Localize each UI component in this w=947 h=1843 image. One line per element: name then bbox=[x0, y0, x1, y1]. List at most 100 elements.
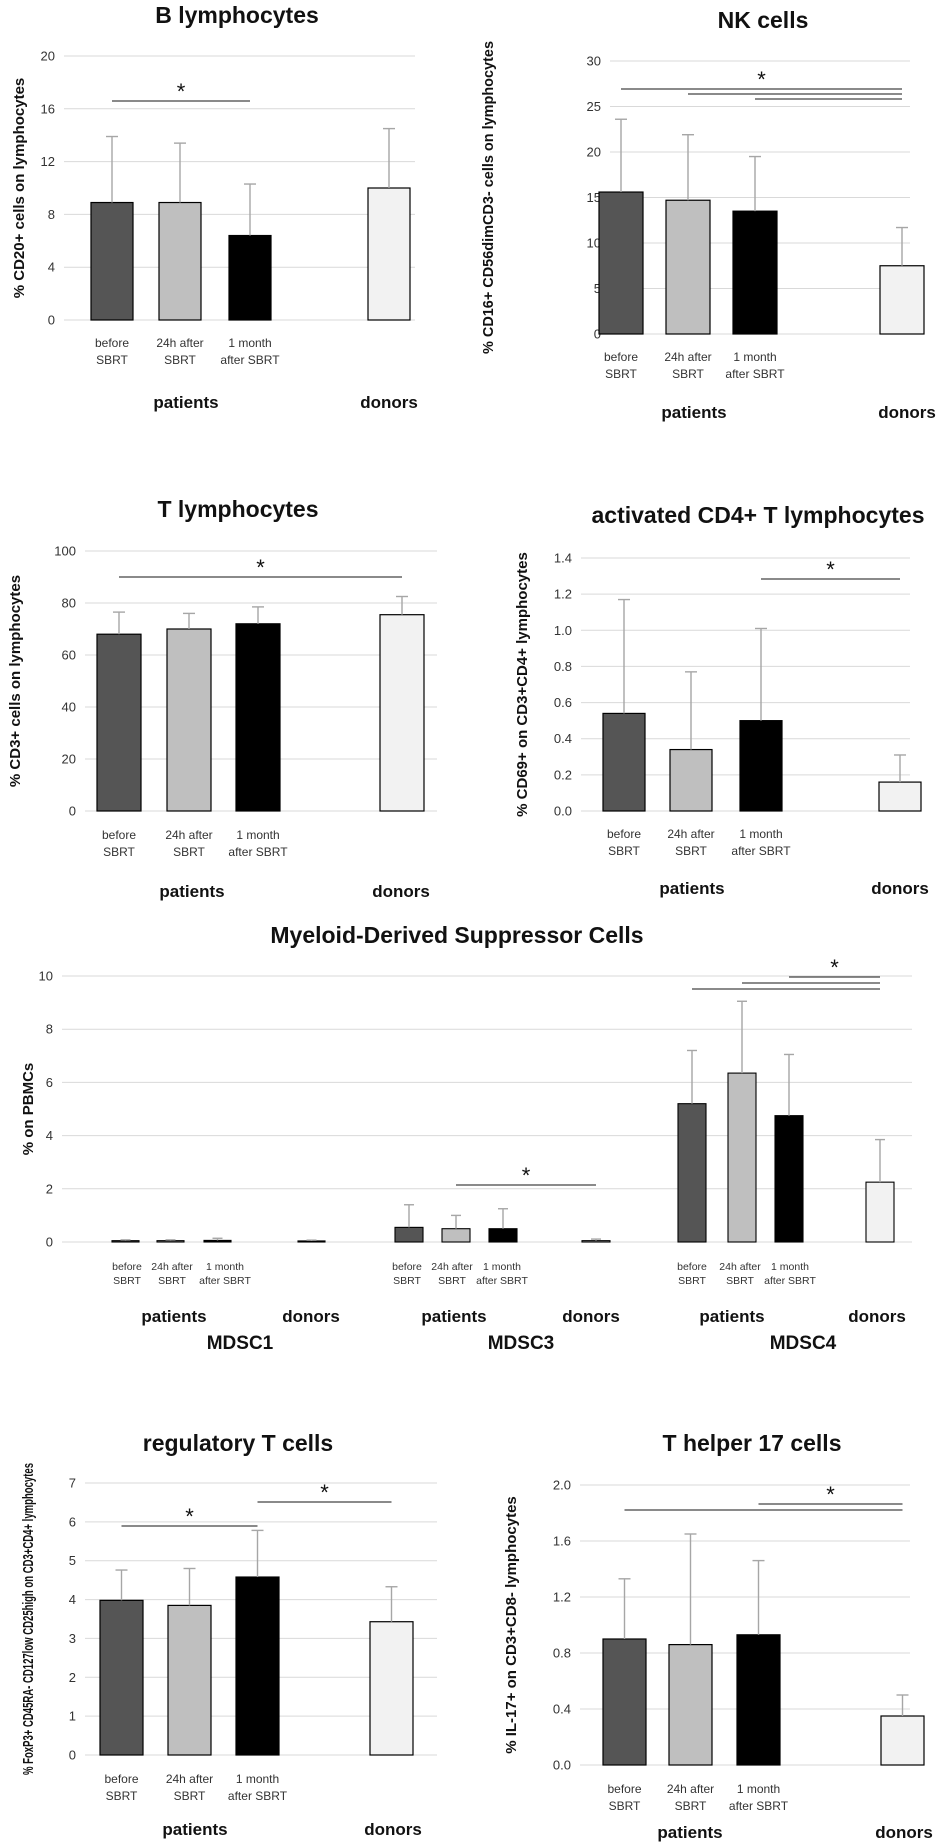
t-category-label: SBRT bbox=[173, 845, 205, 859]
b-significance-marker: * bbox=[177, 79, 186, 104]
cd4-y-tick: 1.0 bbox=[554, 623, 572, 638]
b-y-tick: 0 bbox=[48, 313, 55, 328]
nk-category-label: SBRT bbox=[672, 367, 704, 381]
mdsc-significance-marker: * bbox=[522, 1163, 531, 1188]
t-y-tick: 20 bbox=[62, 752, 76, 767]
b-group-label: donors bbox=[360, 393, 418, 412]
nk-y-tick: 0 bbox=[594, 327, 601, 342]
b-group-label: patients bbox=[153, 393, 218, 412]
b-bar-3 bbox=[367, 187, 411, 321]
nk-bar-0 bbox=[598, 191, 644, 335]
treg-category-label: SBRT bbox=[174, 1789, 206, 1803]
th17-category-label: SBRT bbox=[609, 1799, 641, 1813]
mdsc-category-label: 24h after bbox=[431, 1261, 473, 1273]
treg-significance-marker: * bbox=[320, 1480, 329, 1505]
b-y-axis-label: % CD20+ cells on lymphocytes bbox=[11, 78, 28, 299]
mdsc-mdsc4-bar-1 bbox=[727, 1072, 757, 1243]
cd4-y-tick: 0.2 bbox=[554, 767, 572, 782]
mdsc-mdsc1-bar-3 bbox=[297, 1240, 326, 1243]
t-title: T lymphocytes bbox=[157, 496, 318, 522]
mdsc-y-tick: 10 bbox=[39, 969, 53, 984]
mdsc-mdsc4-bar-2 bbox=[774, 1115, 804, 1243]
t-category-label: after SBRT bbox=[228, 845, 288, 859]
cd4-category-label: 24h after bbox=[667, 827, 714, 841]
mdsc-y-tick: 4 bbox=[46, 1128, 53, 1143]
cd4-group-label: donors bbox=[871, 879, 929, 898]
cd4-y-tick: 1.4 bbox=[554, 551, 572, 566]
treg-category-label: SBRT bbox=[106, 1789, 138, 1803]
b-y-tick: 8 bbox=[48, 207, 55, 222]
mdsc-category-label: SBRT bbox=[726, 1275, 754, 1287]
mdsc-mdsc3-bar-3 bbox=[581, 1240, 611, 1243]
t-group-label: patients bbox=[159, 882, 224, 901]
treg-bar-0 bbox=[99, 1599, 144, 1756]
th17-significance-marker: * bbox=[826, 1482, 835, 1507]
nk-category-label: before bbox=[604, 350, 638, 364]
mdsc-group-label: donors bbox=[562, 1307, 620, 1326]
th17-bar-1 bbox=[668, 1643, 713, 1766]
treg-y-tick: 2 bbox=[69, 1670, 76, 1685]
nk-significance-marker: * bbox=[757, 67, 766, 92]
cd4-y-tick: 0.4 bbox=[554, 731, 572, 746]
th17-category-label: after SBRT bbox=[729, 1799, 789, 1813]
b-bar-0 bbox=[90, 201, 134, 321]
th17-bar-3 bbox=[880, 1715, 925, 1766]
t-category-label: 1 month bbox=[236, 828, 279, 842]
cd4-category-label: SBRT bbox=[608, 844, 640, 858]
nk-title: NK cells bbox=[718, 7, 809, 33]
b-bar-1 bbox=[158, 201, 202, 321]
th17-y-axis-label: % IL-17+ on CD3+CD8- lymphocytes bbox=[503, 1496, 520, 1754]
b-bar-2 bbox=[228, 234, 272, 321]
cd4-y-tick: 0.8 bbox=[554, 659, 572, 674]
cd4-group-label: patients bbox=[659, 879, 724, 898]
treg-bar-1 bbox=[167, 1604, 212, 1756]
b-y-tick: 20 bbox=[41, 49, 55, 64]
cd4-category-label: 1 month bbox=[739, 827, 782, 841]
mdsc-group-label: patients bbox=[421, 1307, 486, 1326]
nk-category-label: after SBRT bbox=[725, 367, 785, 381]
cd4-title: activated CD4+ T lymphocytes bbox=[592, 502, 925, 528]
mdsc-mdsc1-bar-2 bbox=[203, 1239, 232, 1243]
t-y-tick: 40 bbox=[62, 700, 76, 715]
mdsc-category-label: after SBRT bbox=[199, 1275, 251, 1287]
mdsc-group-label: patients bbox=[141, 1307, 206, 1326]
b-y-tick: 4 bbox=[48, 260, 55, 275]
cd4-category-label: after SBRT bbox=[731, 844, 791, 858]
b-category-label: SBRT bbox=[164, 353, 196, 367]
cd4-bar-2 bbox=[739, 720, 783, 812]
treg-y-tick: 1 bbox=[69, 1709, 76, 1724]
th17-title: T helper 17 cells bbox=[663, 1430, 842, 1456]
nk-bar-1 bbox=[665, 199, 711, 335]
treg-y-axis-label: % FoxP3+ CD45RA- CD127low CD25high on CD… bbox=[20, 1463, 37, 1775]
mdsc-category-label: before bbox=[112, 1261, 142, 1273]
t-y-tick: 60 bbox=[62, 648, 76, 663]
th17-y-tick: 0.8 bbox=[553, 1646, 571, 1661]
nk-y-tick: 5 bbox=[594, 281, 601, 296]
b-category-label: 24h after bbox=[156, 336, 203, 350]
treg-y-tick: 0 bbox=[69, 1748, 76, 1763]
mdsc-y-tick: 6 bbox=[46, 1075, 53, 1090]
cd4-bar-0 bbox=[602, 712, 646, 812]
mdsc-mdsc3-bar-0 bbox=[394, 1226, 424, 1243]
b-category-label: 1 month bbox=[228, 336, 271, 350]
mdsc-mdsc4-bar-0 bbox=[677, 1103, 707, 1243]
t-bar-1 bbox=[166, 628, 212, 812]
mdsc-y-tick: 0 bbox=[46, 1235, 53, 1250]
treg-category-label: after SBRT bbox=[228, 1789, 288, 1803]
mdsc-category-label: 1 month bbox=[483, 1261, 521, 1273]
nk-bar-3 bbox=[879, 265, 925, 335]
treg-group-label: patients bbox=[162, 1820, 227, 1839]
mdsc-group-label: donors bbox=[848, 1307, 906, 1326]
mdsc-group-label: donors bbox=[282, 1307, 340, 1326]
treg-y-tick: 5 bbox=[69, 1553, 76, 1568]
t-category-label: before bbox=[102, 828, 136, 842]
nk-category-label: 24h after bbox=[664, 350, 711, 364]
cd4-y-tick: 0.0 bbox=[554, 804, 572, 819]
th17-category-label: before bbox=[607, 1782, 641, 1796]
nk-y-tick: 10 bbox=[587, 236, 601, 251]
treg-title: regulatory T cells bbox=[143, 1430, 333, 1456]
t-y-tick: 100 bbox=[54, 544, 76, 559]
mdsc-category-label: 1 month bbox=[206, 1261, 244, 1273]
t-category-label: SBRT bbox=[103, 845, 135, 859]
treg-y-tick: 3 bbox=[69, 1631, 76, 1646]
